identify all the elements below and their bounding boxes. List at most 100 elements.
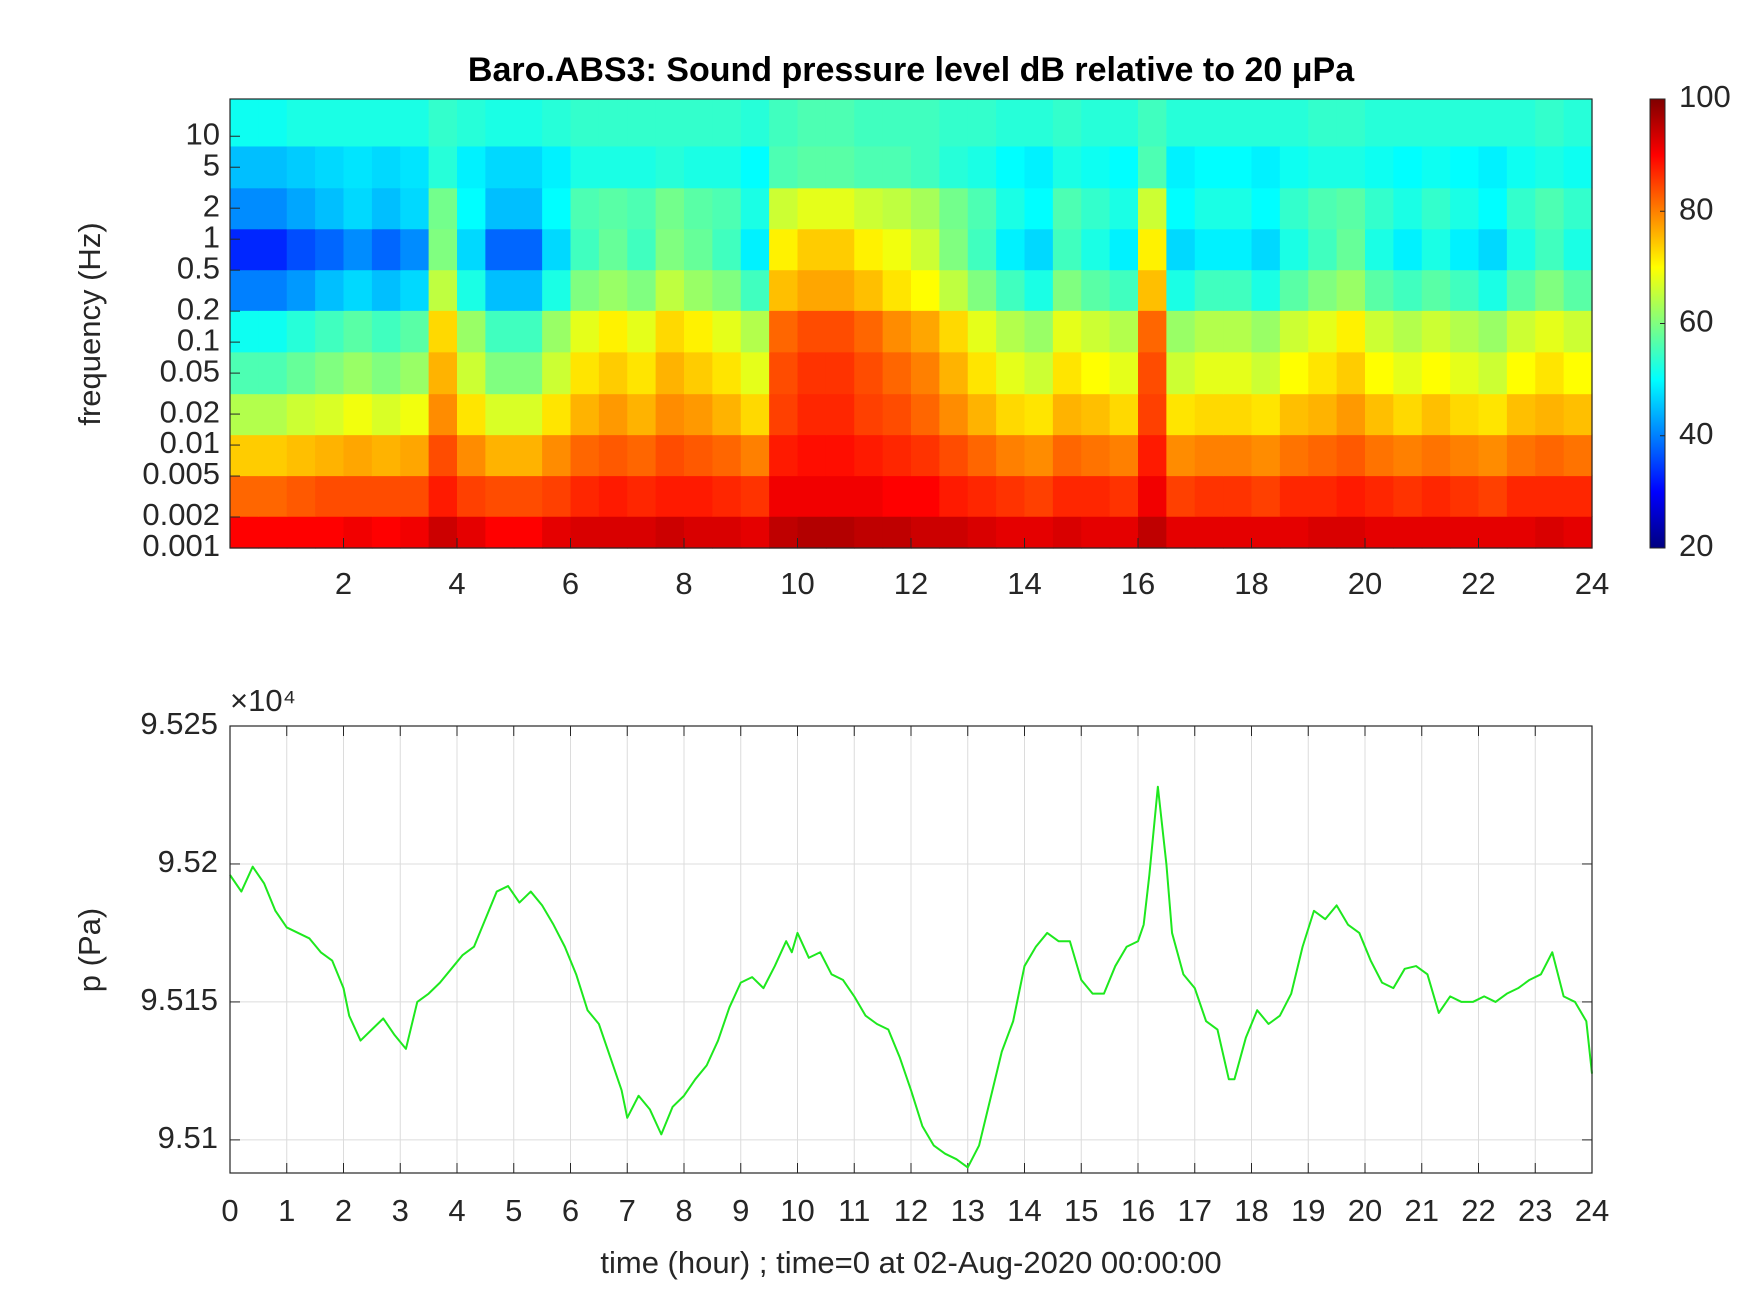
heatmap-cell [485, 434, 515, 477]
heatmap-cell [797, 187, 827, 230]
heatmap-cell [740, 187, 770, 230]
x-tick-label: 8 [675, 1193, 692, 1228]
heatmap-cell [542, 351, 572, 395]
heatmap-cell [769, 475, 799, 517]
heatmap-cell [371, 269, 401, 311]
heatmap-cell [315, 228, 345, 271]
y-tick-label: 1 [203, 219, 220, 254]
heatmap-cell [1336, 145, 1366, 189]
heatmap-cell [712, 351, 742, 395]
heatmap-cell [1365, 99, 1394, 147]
heatmap-cell [1393, 393, 1423, 436]
heatmap-cell [513, 99, 543, 147]
heatmap-cell [1194, 393, 1224, 436]
heatmap-cell [1506, 187, 1536, 230]
heatmap-cell [797, 310, 827, 353]
heatmap-cell [513, 393, 543, 436]
heatmap-cell [542, 99, 572, 147]
heatmap-cell [1166, 310, 1196, 353]
heatmap-cell [797, 269, 827, 311]
heatmap-cell [1138, 228, 1167, 271]
heatmap-cell [1081, 228, 1111, 271]
heatmap-cell [627, 434, 657, 477]
heatmap-cell [230, 99, 259, 147]
heatmap-cell [1506, 393, 1536, 436]
heatmap-cell [457, 475, 486, 517]
heatmap-cell [996, 187, 1026, 230]
heatmap-cell [485, 228, 515, 271]
heatmap-cell [627, 99, 657, 147]
heatmap-cell [1450, 269, 1480, 311]
heatmap-cell [797, 393, 827, 436]
heatmap-cell [1393, 269, 1423, 311]
y-tick-label: 9.52 [158, 844, 218, 879]
heatmap-cell [684, 145, 713, 189]
heatmap-cell [655, 310, 685, 353]
heatmap-cell [1223, 393, 1253, 436]
heatmap-cell [627, 228, 657, 271]
heatmap-cell [598, 351, 628, 395]
heatmap-cell [911, 393, 940, 436]
heatmap-cell [1365, 310, 1394, 353]
x-tick-label: 4 [448, 566, 465, 601]
heatmap-cell [712, 516, 742, 549]
heatmap-cell [1223, 228, 1253, 271]
heatmap-cell [1279, 516, 1309, 549]
heatmap-cell [457, 99, 486, 147]
heatmap-cell [1421, 187, 1451, 230]
heatmap-cell [1336, 269, 1366, 311]
heatmap-cell [627, 269, 657, 311]
heatmap-cell [712, 393, 742, 436]
heatmap-cell [258, 393, 288, 436]
heatmap-cell [967, 310, 997, 353]
heatmap-cell [684, 187, 713, 230]
y-tick-label: 0.2 [177, 291, 220, 326]
heatmap-cell [400, 434, 430, 477]
heatmap-cell [457, 516, 486, 549]
heatmap-cell [1535, 228, 1565, 271]
x-tick-label: 21 [1405, 1193, 1439, 1228]
heatmap-cell [1138, 145, 1167, 189]
heatmap-cell [1024, 228, 1054, 271]
heatmap-cell [712, 475, 742, 517]
heatmap-cell [542, 269, 572, 311]
heatmap-cell [854, 187, 884, 230]
heatmap-cell [1563, 434, 1593, 477]
heatmap-cell [485, 187, 515, 230]
heatmap-cell [315, 351, 345, 395]
heatmap-cell [1223, 351, 1253, 395]
x-tick-label: 4 [448, 1193, 465, 1228]
x-tick-label: 24 [1575, 566, 1609, 601]
heatmap-cell [1279, 187, 1309, 230]
heatmap-cell [315, 99, 345, 147]
heatmap-cell [400, 310, 430, 353]
heatmap-cell [371, 228, 401, 271]
heatmap-cell [428, 393, 458, 436]
x-tick-label: 19 [1291, 1193, 1325, 1228]
heatmap-cell [1166, 393, 1196, 436]
heatmap-cell [1052, 145, 1082, 189]
heatmap-cell [911, 475, 940, 517]
heatmap-cell [457, 187, 486, 230]
heatmap-cell [428, 269, 458, 311]
heatmap-cell [825, 310, 855, 353]
heatmap-cell [400, 228, 430, 271]
heatmap-cell [1478, 475, 1508, 517]
y-tick-label: 0.5 [177, 250, 220, 285]
x-tick-label: 8 [675, 566, 692, 601]
y-tick-label: 5 [203, 147, 220, 182]
heatmap-cell [1336, 99, 1366, 147]
heatmap-cell [457, 145, 486, 189]
heatmap-cell [712, 99, 742, 147]
heatmap-cell [1223, 475, 1253, 517]
heatmap-cell [854, 393, 884, 436]
x-tick-label: 22 [1461, 566, 1495, 601]
heatmap-cell [712, 269, 742, 311]
heatmap-cell [1052, 187, 1082, 230]
heatmap-cell [1166, 516, 1196, 549]
heatmap-cell [1166, 187, 1196, 230]
heatmap-cell [967, 187, 997, 230]
x-axis-label: time (hour) ; time=0 at 02-Aug-2020 00:0… [600, 1245, 1221, 1280]
heatmap-cell [513, 475, 543, 517]
